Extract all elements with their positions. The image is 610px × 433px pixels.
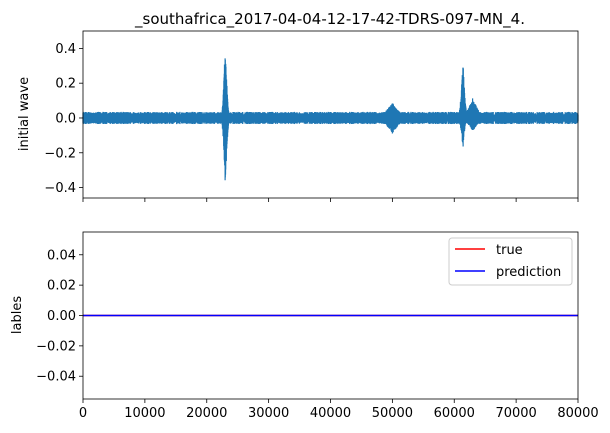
bottom-y-tick-label: −0.04 xyxy=(36,370,76,385)
legend-prediction-label: prediction xyxy=(496,265,561,280)
bottom-x-axis: 0 10000 20000 30000 40000 50000 60000 70000 8000… xyxy=(79,399,599,421)
top-y-axis: −0.4 −0.2 0.0 0.2 0.4 xyxy=(44,42,83,196)
bottom-y-tick-label: 0.04 xyxy=(47,248,76,263)
top-y-tick-label: −0.4 xyxy=(44,181,76,196)
top-plot-area xyxy=(82,58,579,181)
top-y-tick-label: 0.0 xyxy=(55,111,76,126)
bottom-x-tick-label: 20000 xyxy=(186,406,227,421)
bottom-x-tick-label: 70000 xyxy=(495,406,536,421)
bottom-y-tick-label: −0.02 xyxy=(36,339,76,354)
top-panel: _southafrica_2017-04-04-12-17-42-TDRS-09… xyxy=(17,10,579,202)
chart-title: _southafrica_2017-04-04-12-17-42-TDRS-09… xyxy=(134,10,525,29)
bottom-y-axis: −0.04 −0.02 0.00 0.02 0.04 xyxy=(36,248,83,385)
bottom-y-tick-label: 0.02 xyxy=(47,279,76,294)
bottom-x-tick-label: 60000 xyxy=(434,406,475,421)
bottom-x-tick-label: 40000 xyxy=(310,406,351,421)
bottom-panel: −0.04 −0.02 0.00 0.02 0.04 0 10000 20000 30000 4… xyxy=(10,231,599,421)
bottom-x-tick-label: 10000 xyxy=(124,406,165,421)
top-y-tick-label: 0.2 xyxy=(55,77,76,92)
bottom-x-tick-label: 30000 xyxy=(248,406,289,421)
initial-wave-series xyxy=(82,58,579,181)
bottom-y-axis-label: lables xyxy=(10,296,25,334)
bottom-x-tick-label: 0 xyxy=(79,406,87,421)
bottom-x-tick-label: 50000 xyxy=(372,406,413,421)
legend-true-label: true xyxy=(496,243,523,258)
bottom-y-tick-label: 0.00 xyxy=(47,309,76,324)
bottom-x-tick-label: 80000 xyxy=(557,406,598,421)
top-y-tick-label: 0.4 xyxy=(55,42,76,57)
legend: true prediction xyxy=(448,237,573,286)
top-y-axis-label: initial wave xyxy=(17,77,32,151)
top-x-axis xyxy=(82,198,579,202)
top-y-tick-label: −0.2 xyxy=(44,146,76,161)
